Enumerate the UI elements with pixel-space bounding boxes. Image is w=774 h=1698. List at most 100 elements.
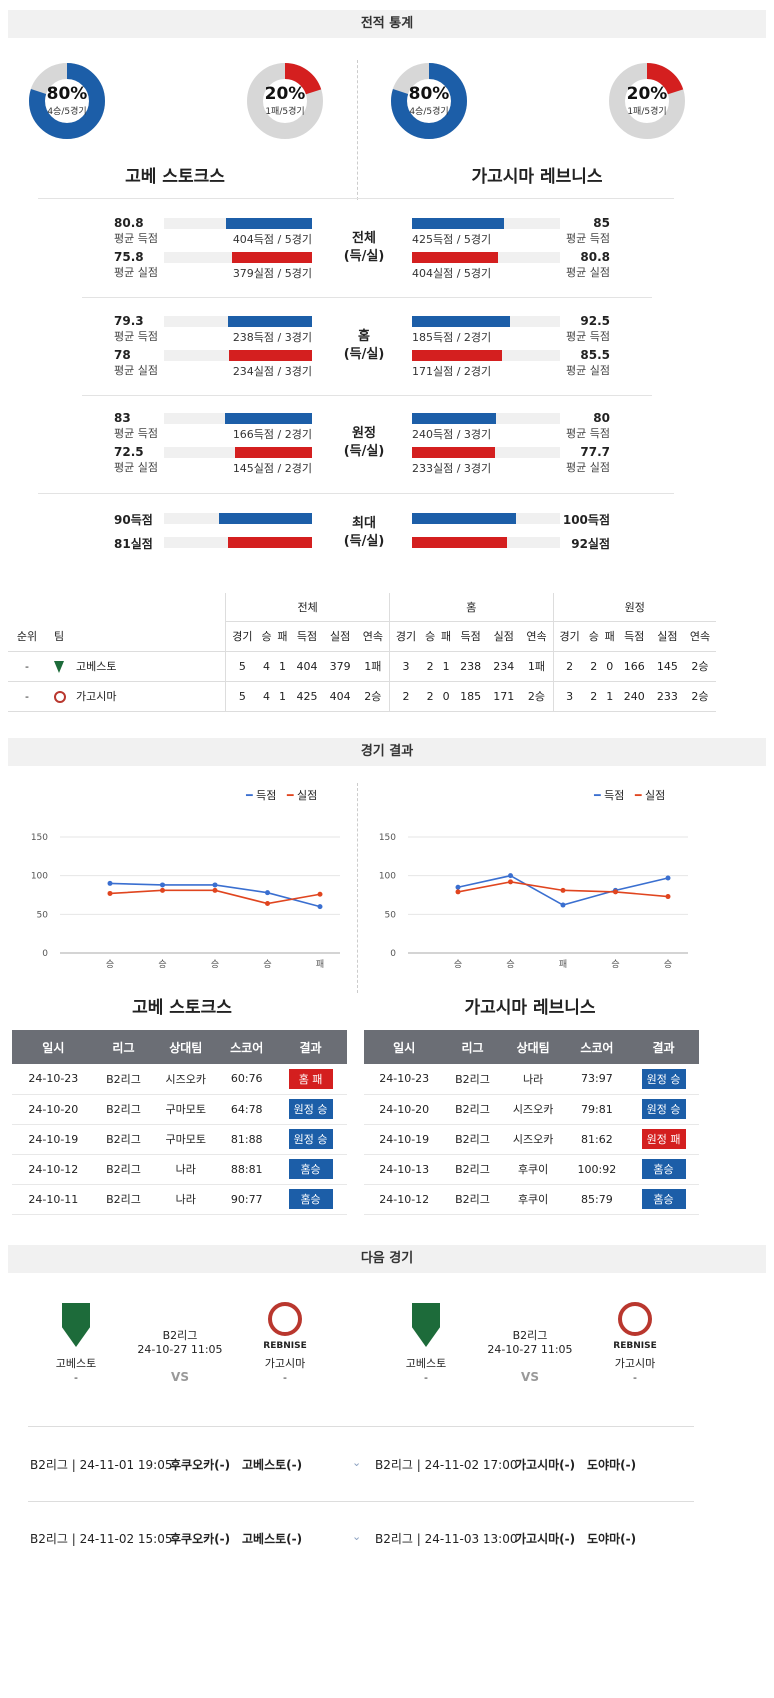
home-bar-note: 145실점 / 2경기: [232, 462, 312, 475]
home-team-name[interactable]: 고베스토: [405, 1357, 447, 1370]
standings-column-header: 팀: [46, 621, 227, 651]
donut-percent: 80%: [46, 84, 88, 104]
chevron-down-icon[interactable]: ⌄: [352, 1530, 362, 1543]
home-stat-value: 80.8: [114, 216, 144, 230]
table-row: 24-10-20 B2리그 시즈오카 79:81 원정 승: [364, 1094, 699, 1125]
standings-cell: 2승: [691, 660, 709, 673]
result-badge: 원정 패: [641, 1129, 686, 1149]
standings-group-header: 전체: [225, 593, 390, 622]
home-stat-value: 72.5: [114, 445, 144, 459]
home-stat-value: 90득점: [114, 513, 153, 527]
upcoming-away[interactable]: 고베스토(-): [242, 1458, 303, 1472]
away-results-table: 일시 리그 상대팀 스코어 결과 24-10-23 B2리그 나라 73:97 원정 승 24-10…: [364, 1030, 699, 1215]
stat-group-subtitle: (득/실): [343, 249, 385, 264]
table-row: 24-10-20 B2리그 구마모토 64:78 원정 승: [12, 1094, 347, 1125]
upcoming-home[interactable]: 가고시마(-): [515, 1532, 576, 1546]
conceded-point: [560, 887, 566, 893]
standings-team[interactable]: 가고시마: [46, 681, 227, 711]
donut-arc: [29, 63, 105, 139]
away-team-logo-text: REBNISE: [263, 1341, 307, 1351]
donut-arc: [247, 63, 323, 139]
away-bar: [412, 252, 498, 263]
result-score: 81:62: [565, 1124, 629, 1155]
result-league: B2리그: [94, 1124, 153, 1155]
results-column-header: 일시: [364, 1030, 445, 1064]
away-team-name[interactable]: 가고시마: [614, 1357, 656, 1370]
standings-column-header: 득점: [460, 630, 481, 643]
chart-legend: ━ 득점 ━ 실점: [594, 787, 665, 803]
divider: [82, 395, 652, 396]
standings-column-header: 득점: [624, 630, 645, 643]
result-score: 90:77: [219, 1184, 275, 1215]
divider: [82, 297, 652, 298]
donut-chart: [391, 63, 467, 139]
table-row: 24-10-13 B2리그 후쿠이 100:92 홈승: [364, 1154, 699, 1185]
standings-column-header: 경기: [559, 630, 580, 643]
x-tick-label: 패: [559, 959, 567, 970]
standings-group-row: 전체 홈 원정: [8, 593, 716, 622]
scored-point: [265, 890, 270, 896]
home-bar: [219, 513, 312, 524]
x-tick-label: 승: [106, 959, 114, 970]
x-tick-label: 패: [316, 959, 324, 970]
home-team-name[interactable]: 고베스토: [55, 1357, 97, 1370]
away-stat-label: 평균 실점: [566, 266, 610, 279]
standings-column-header: 패: [277, 630, 288, 643]
standings-team-name: 가고시마: [76, 690, 117, 703]
upcoming-away[interactable]: 고베스토(-): [242, 1532, 303, 1546]
stat-group-label: 원정 (득/실): [324, 425, 404, 461]
scored-point: [560, 902, 566, 908]
result-opp: 후쿠이: [500, 1184, 566, 1215]
standings-cell: 2: [590, 659, 598, 673]
standings-cell: 166: [623, 659, 645, 673]
upcoming-away[interactable]: 도야마(-): [587, 1458, 637, 1472]
away-team-name[interactable]: 가고시마: [264, 1357, 306, 1370]
stat-group-subtitle: (득/실): [343, 444, 385, 459]
away-stat-label: 평균 실점: [566, 461, 610, 474]
section-title-results: 경기 결과: [8, 738, 766, 766]
result-cell: 홈승: [274, 1184, 347, 1215]
divider: [357, 783, 358, 993]
x-tick-label: 승: [506, 959, 514, 970]
chevron-down-icon[interactable]: ⌄: [352, 1456, 362, 1469]
result-opp: 나라: [152, 1154, 220, 1185]
standings-rank: -: [25, 659, 29, 673]
standings-cell: 240: [623, 689, 645, 703]
standings-group-header: 원정: [553, 593, 716, 622]
result-cell: 홈승: [274, 1154, 347, 1185]
standings-column-header: 실점: [657, 630, 678, 643]
y-tick-label: 150: [379, 833, 396, 843]
next-league: B2리그: [512, 1329, 548, 1342]
standings-cell: 3: [402, 659, 410, 673]
table-row: 24-10-23 B2리그 나라 73:97 원정 승: [364, 1064, 699, 1095]
results-column-header: 상대팀: [500, 1030, 566, 1064]
x-tick-label: 승: [454, 959, 462, 970]
away-team-logo-icon: [618, 1302, 652, 1336]
result-league: B2리그: [94, 1184, 153, 1215]
away-results-title: 가고시마 레브니스: [464, 998, 596, 1018]
scored-point: [665, 875, 671, 881]
standings-cell: 379: [329, 659, 351, 673]
result-badge: 홈승: [641, 1189, 686, 1209]
stat-group-subtitle: (득/실): [343, 347, 385, 362]
chart-legend: ━ 득점 ━ 실점: [246, 787, 317, 803]
y-tick-label: 100: [379, 872, 396, 882]
result-badge: 홈승: [288, 1159, 333, 1179]
table-row: 24-10-12 B2리그 후쿠이 85:79 홈승: [364, 1184, 699, 1215]
table-row: - 고베스토 5 4 1 404 379 1패 3 2 1 238 234 1패 2 2 0 166 145 2승: [8, 651, 716, 681]
upcoming-home[interactable]: 후쿠오카(-): [170, 1532, 231, 1546]
upcoming-home[interactable]: 후쿠오카(-): [170, 1458, 231, 1472]
home-team-logo-icon: [54, 661, 64, 673]
standings-column-header: 연속: [356, 621, 390, 651]
result-cell: 홈 패: [274, 1064, 347, 1095]
upcoming-away[interactable]: 도야마(-): [587, 1532, 637, 1546]
away-bar: [412, 447, 495, 458]
legend-scored-marker: ━: [594, 789, 601, 802]
upcoming-home[interactable]: 가고시마(-): [515, 1458, 576, 1472]
result-score: 81:88: [219, 1124, 275, 1155]
results-column-header: 상대팀: [152, 1030, 220, 1064]
home-bar: [228, 316, 312, 327]
results-column-header: 스코어: [565, 1030, 629, 1064]
standings-team[interactable]: 고베스토: [46, 651, 227, 681]
home-team-record: -: [74, 1371, 78, 1384]
